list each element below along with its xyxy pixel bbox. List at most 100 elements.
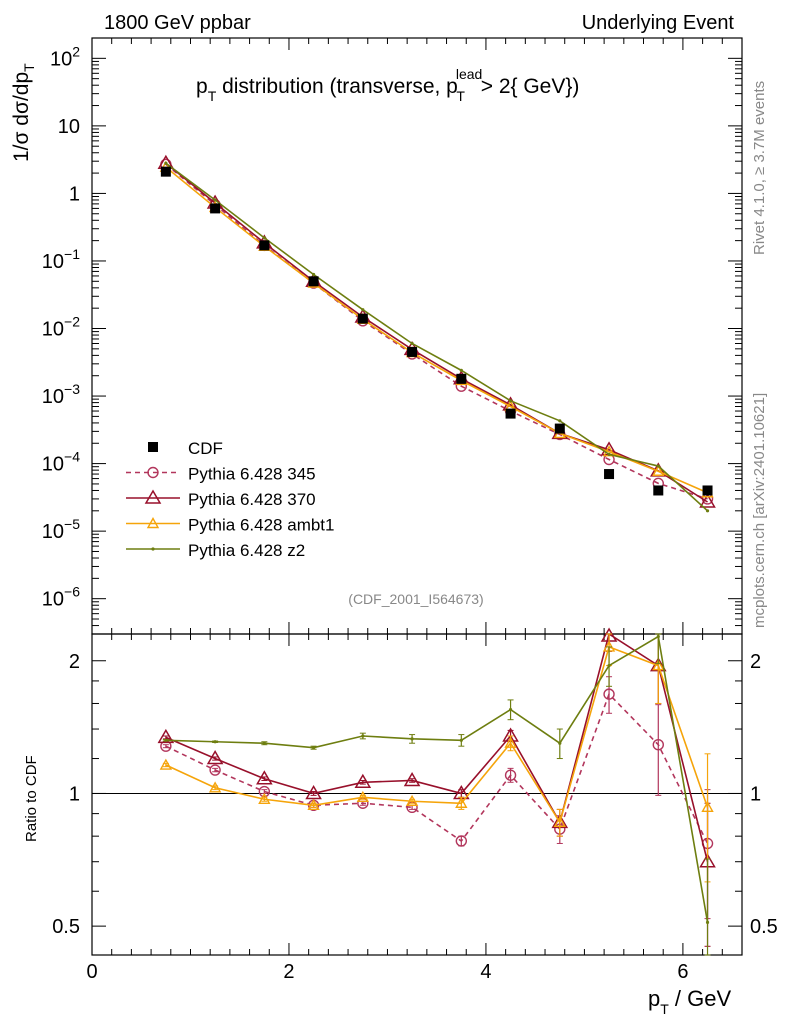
ratio-line-pythia-6-428-370 [165,634,709,862]
main-point-pythia-6-428-z2 [311,272,316,277]
plot-title: pT distribution (transverse, plead T > 2{… [196,66,579,104]
x-tick-label: 4 [480,961,491,983]
main-point-cdf [259,240,270,251]
main-point-pythia-6-428-z2 [508,399,513,403]
main-point-cdf [456,373,467,384]
legend: CDF Pythia 6.428 345 Pythia 6.428 370 Pythi… [126,439,334,560]
legend-marker-pythia-6-428-370 [144,489,162,504]
ratio-point-pythia-6-428-ambt1 [455,796,468,808]
ratio-line-pythia-6-428-345 [165,692,709,844]
ratio-point-pythia-6-428-345 [603,688,615,700]
ratio-point-pythia-6-428-z2 [656,634,660,639]
main-point-pythia-6-428-z2 [558,419,562,423]
main-point-pythia-6-428-z2 [459,368,463,372]
main-line-pythia-6-428-370 [165,162,708,503]
ratio-point-pythia-6-428-370 [157,728,175,744]
ratio-plot-frame [91,633,743,956]
main-point-pythia-6-428-z2 [361,308,365,312]
main-point-cdf [702,485,713,496]
y-tick-label: 10−5 [42,516,80,543]
y-tick-label: 10−6 [42,584,80,611]
analysis-watermark: (CDF_2001_I564673) [348,591,483,607]
x-tick-label: 6 [677,961,688,983]
x-tick-label: 2 [283,961,294,983]
ratio-point-pythia-6-428-345 [455,835,468,847]
ratio-point-pythia-6-428-370 [256,770,273,785]
ratio-point-pythia-6-428-z2 [410,737,414,741]
legend-marker-cdf [148,442,158,452]
main-point-cdf [160,166,171,177]
ratio-point-pythia-6-428-ambt1 [159,758,173,770]
legend-label-pythia-6-428-ambt1: Pythia 6.428 ambt1 [188,516,334,535]
ratio-point-pythia-6-428-ambt1 [405,794,419,806]
legend-marker-pythia-6-428-345 [147,466,159,479]
y-tick-label: 102 [50,43,80,70]
ratio-y-tick-label-right: 0.5 [750,916,778,938]
main-point-pythia-6-428-z2 [164,161,168,165]
ratio-point-pythia-6-428-ambt1 [356,790,370,803]
ratio-point-pythia-6-428-ambt1 [208,781,222,793]
main-point-cdf [653,485,664,496]
main-line-pythia-6-428-345 [165,163,708,500]
ratio-point-pythia-6-428-370 [206,750,224,765]
ratio-point-pythia-6-428-z2 [213,740,217,744]
main-point-pythia-6-428-z2 [410,341,414,346]
ratio-line-pythia-6-428-z2 [165,635,709,923]
header-energy: 1800 GeV ppbar [104,12,251,34]
main-point-cdf [308,276,319,287]
ratio-point-pythia-6-428-370 [354,773,372,789]
legend-marker-pythia-6-428-z2 [151,547,155,551]
ratio-panel: 0 2 4 6 0.5 0.5 1 1 2 2 [52,38,778,983]
ratio-point-pythia-6-428-z2 [311,746,316,750]
ratio-point-pythia-6-428-ambt1 [701,800,714,813]
ratio-y-tick-label-right: 2 [750,651,761,673]
ratio-point-pythia-6-428-ambt1 [652,659,665,671]
main-point-pythia-6-428-370 [699,493,716,508]
mcplots-label: mcplots.cern.ch [arXiv:2401.10621] [751,393,768,628]
main-point-cdf [210,203,221,214]
ratio-point-pythia-6-428-345 [258,785,271,798]
y-tick-label: 10−2 [42,314,80,341]
main-point-pythia-6-428-z2 [705,509,710,513]
ratio-y-tick-label-right: 1 [750,783,761,805]
legend-marker-pythia-6-428-ambt1 [146,517,160,529]
main-y-axis-label: 1/σ dσ/dpT [10,63,37,162]
main-point-pythia-6-428-z2 [656,464,660,468]
ratio-point-pythia-6-428-z2 [558,741,562,745]
ratio-y-tick-label: 2 [69,651,80,673]
y-tick-label: 10−4 [42,449,80,476]
y-tick-label: 1 [69,183,80,205]
header-process: Underlying Event [582,12,735,34]
ratio-point-pythia-6-428-z2 [164,738,168,742]
x-tick-label: 0 [86,961,97,983]
main-line-pythia-6-428-ambt1 [165,166,708,494]
legend-label-cdf: CDF [188,439,223,458]
legend-label-pythia-6-428-z2: Pythia 6.428 z2 [188,541,305,560]
ratio-point-pythia-6-428-ambt1 [553,815,566,828]
main-point-pythia-6-428-z2 [262,236,266,240]
x-axis-label: pT / GeV [648,986,731,1017]
main-point-cdf [554,423,565,434]
y-tick-label: 10−1 [42,246,80,273]
ratio-point-pythia-6-428-z2 [705,920,710,924]
main-point-pythia-6-428-z2 [213,198,217,202]
main-point-cdf [505,408,516,419]
ratio-y-tick-label: 1 [69,783,80,805]
ratio-point-pythia-6-428-ambt1 [258,792,271,804]
ratio-line-pythia-6-428-ambt1 [165,645,709,825]
ratio-point-pythia-6-428-345 [652,738,664,751]
ratio-point-pythia-6-428-z2 [361,734,365,738]
ratio-y-tick-label: 0.5 [52,916,80,938]
y-tick-label: 10−3 [42,381,80,408]
ratio-point-pythia-6-428-ambt1 [307,798,320,810]
rivet-version-label: Rivet 4.1.0, ≥ 3.7M events [751,81,768,255]
ratio-point-pythia-6-428-345 [209,764,221,776]
main-panel: 102 10 1 10−1 10−2 10−3 10−4 10−5 10−6 [42,37,743,635]
main-point-cdf [357,313,368,324]
legend-label-pythia-6-428-370: Pythia 6.428 370 [188,490,316,509]
y-tick-label: 10 [58,116,80,138]
main-point-pythia-6-428-z2 [607,452,611,456]
legend-label-pythia-6-428-345: Pythia 6.428 345 [188,465,316,484]
main-point-cdf [407,346,418,357]
